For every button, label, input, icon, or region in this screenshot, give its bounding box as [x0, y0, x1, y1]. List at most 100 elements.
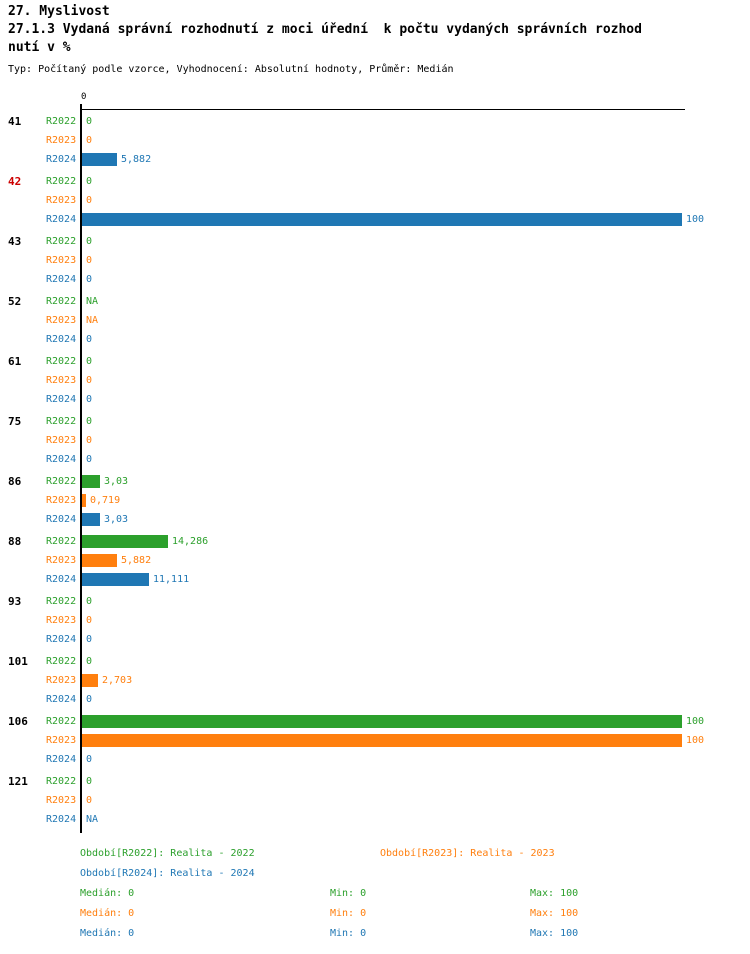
series-label: R2023 — [46, 615, 77, 626]
value-label: 0 — [86, 435, 93, 446]
bar-r2024 — [82, 573, 149, 586]
bar-row: R2024 5,882 — [0, 150, 750, 169]
bar-row: R2023 0 — [0, 611, 750, 630]
series-label: R2022 — [46, 296, 77, 307]
value-label: 14,286 — [172, 536, 209, 547]
bar-row: 42 R2022 0 — [0, 172, 750, 191]
stat-min: Min: 0 — [330, 928, 367, 939]
value-label: 0 — [86, 416, 93, 427]
series-label: R2024 — [46, 274, 77, 285]
bar-row: 52 R2022 NA — [0, 292, 750, 311]
category-group: 121 R2022 0 R2023 0 R2024 NA — [0, 772, 750, 829]
value-label: NA — [86, 814, 99, 825]
bar-r2022 — [82, 535, 168, 548]
series-label: R2023 — [46, 135, 77, 146]
series-label: R2023 — [46, 435, 77, 446]
category-label: 52 — [8, 295, 22, 308]
series-label: R2023 — [46, 795, 77, 806]
bar-row: R2024 100 — [0, 210, 750, 229]
series-label: R2024 — [46, 814, 77, 825]
category-group: 88 R2022 14,286 R2023 5,882 R2024 11,111 — [0, 532, 750, 589]
series-label: R2023 — [46, 735, 77, 746]
series-label: R2023 — [46, 315, 77, 326]
series-label: R2024 — [46, 634, 77, 645]
bar-row: R2023 0 — [0, 251, 750, 270]
x-axis-zero-label: 0 — [81, 92, 87, 102]
category-label: 86 — [8, 475, 22, 488]
bar-row: R2024 0 — [0, 270, 750, 289]
value-label: 0 — [86, 754, 93, 765]
series-label: R2023 — [46, 555, 77, 566]
category-label: 42 — [8, 175, 22, 188]
x-axis-line — [80, 109, 685, 110]
bar-r2024 — [82, 153, 117, 166]
bar-row: R2024 0 — [0, 390, 750, 409]
category-label: 61 — [8, 355, 22, 368]
bar-row: R2023 0 — [0, 791, 750, 810]
y-axis-line — [80, 104, 82, 833]
series-label: R2024 — [46, 334, 77, 345]
category-label: 106 — [8, 715, 28, 728]
bar-row: 86 R2022 3,03 — [0, 472, 750, 491]
category-label: 101 — [8, 655, 28, 668]
value-label: 100 — [686, 716, 705, 727]
value-label: 0 — [86, 394, 93, 405]
value-label: NA — [86, 315, 99, 326]
bar-row: 121 R2022 0 — [0, 772, 750, 791]
series-label: R2024 — [46, 214, 77, 225]
series-label: R2022 — [46, 536, 77, 547]
bar-r2023 — [82, 734, 682, 747]
value-label: 0 — [86, 255, 93, 266]
bar-r2023 — [82, 674, 98, 687]
legend-item: Období[R2024]: Realita - 2024 — [80, 868, 255, 879]
bar-row: 75 R2022 0 — [0, 412, 750, 431]
bar-row: R2023 0 — [0, 131, 750, 150]
value-label: 0 — [86, 656, 93, 667]
category-group: 106 R2022 100 R2023 100 R2024 0 — [0, 712, 750, 769]
stat-max: Max: 100 — [530, 928, 579, 939]
series-label: R2022 — [46, 236, 77, 247]
value-label: 3,03 — [104, 514, 129, 525]
category-group: 61 R2022 0 R2023 0 R2024 0 — [0, 352, 750, 409]
category-label: 93 — [8, 595, 22, 608]
bar-row: R2024 0 — [0, 330, 750, 349]
value-label: 0 — [86, 375, 93, 386]
value-label: 3,03 — [104, 476, 129, 487]
series-label: R2022 — [46, 476, 77, 487]
value-label: 0 — [86, 596, 93, 607]
bar-row: 106 R2022 100 — [0, 712, 750, 731]
value-label: 0 — [86, 334, 93, 345]
series-label: R2022 — [46, 416, 77, 427]
chart-meta-info: Typ: Počítaný podle vzorce, Vyhodnocení:… — [8, 64, 454, 75]
page-title: 27. Myslivost — [8, 4, 110, 19]
category-group: 101 R2022 0 R2023 2,703 R2024 0 — [0, 652, 750, 709]
bar-row: R2023 100 — [0, 731, 750, 750]
bar-row: 43 R2022 0 — [0, 232, 750, 251]
value-label: 11,111 — [153, 574, 190, 585]
value-label: 0 — [86, 274, 93, 285]
stat-max: Max: 100 — [530, 908, 579, 919]
value-label: 0 — [86, 195, 93, 206]
bar-r2024 — [82, 213, 682, 226]
bar-row: 88 R2022 14,286 — [0, 532, 750, 551]
series-label: R2022 — [46, 596, 77, 607]
value-label: 100 — [686, 735, 705, 746]
series-label: R2024 — [46, 514, 77, 525]
value-label: 0 — [86, 776, 93, 787]
bar-r2024 — [82, 513, 100, 526]
series-label: R2024 — [46, 574, 77, 585]
value-label: 0 — [86, 454, 93, 465]
series-label: R2023 — [46, 675, 77, 686]
series-label: R2022 — [46, 656, 77, 667]
series-label: R2023 — [46, 495, 77, 506]
bar-row: R2024 3,03 — [0, 510, 750, 529]
series-label: R2022 — [46, 356, 77, 367]
chart-subtitle-line2: nutí v % — [8, 40, 71, 55]
bar-row: R2024 0 — [0, 630, 750, 649]
bar-row: R2023 0 — [0, 371, 750, 390]
value-label: 0 — [86, 236, 93, 247]
series-label: R2024 — [46, 394, 77, 405]
value-label: NA — [86, 296, 99, 307]
category-group: 86 R2022 3,03 R2023 0,719 R2024 3,03 — [0, 472, 750, 529]
value-label: 0 — [86, 135, 93, 146]
